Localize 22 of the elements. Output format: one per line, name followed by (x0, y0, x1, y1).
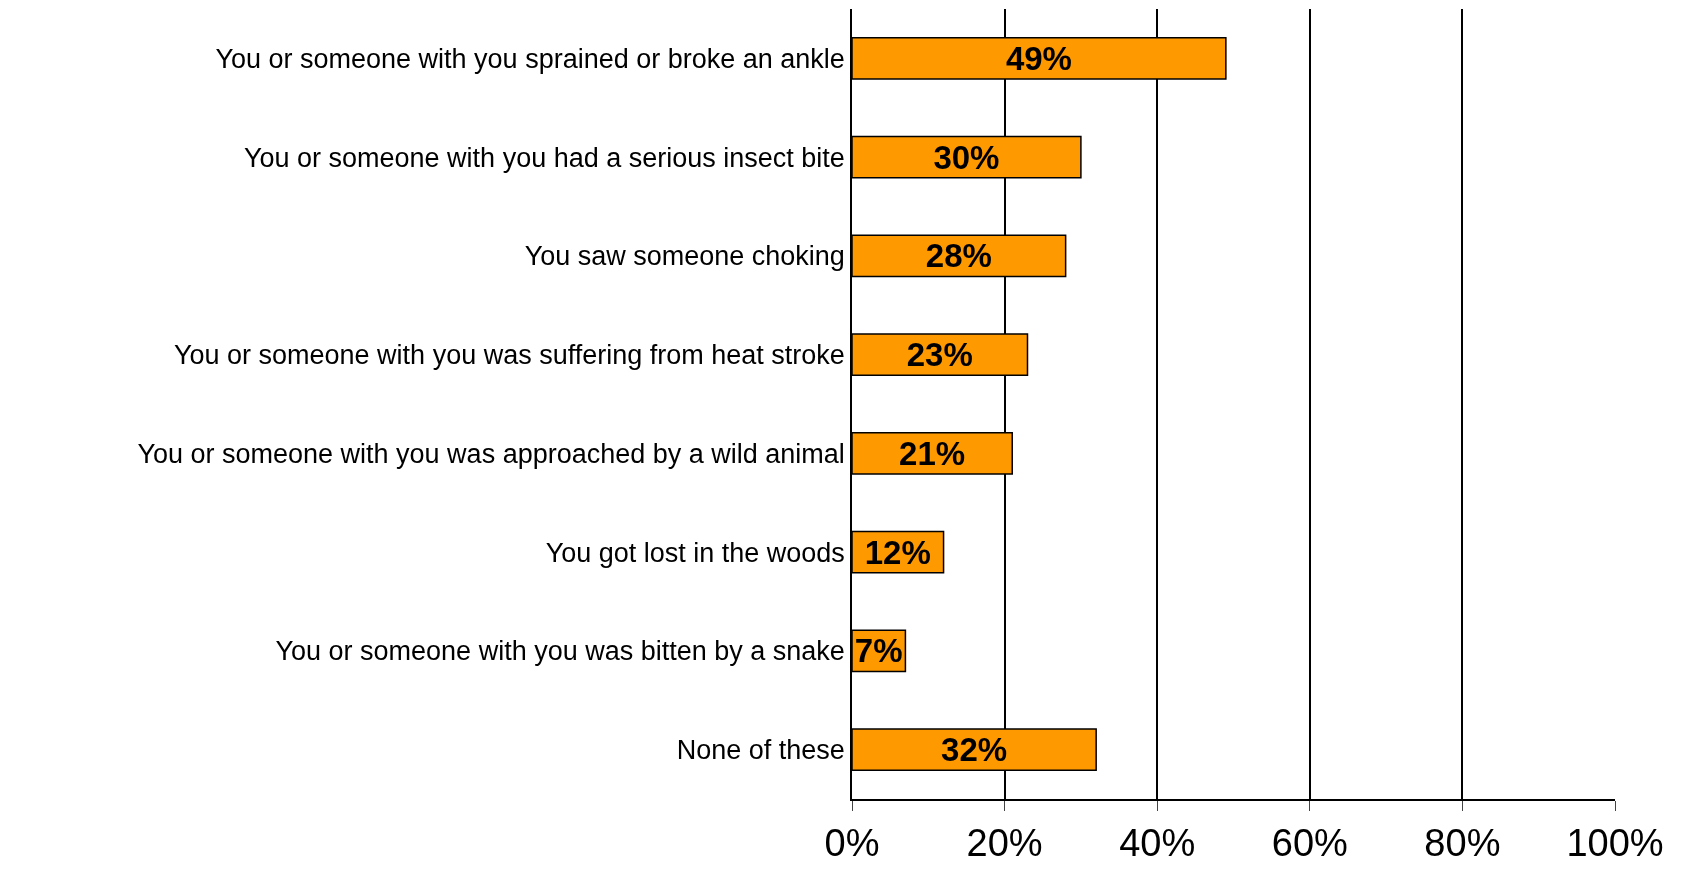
x-tick-label: 0% (824, 822, 880, 865)
y-tick-label: You got lost in the woods (545, 537, 845, 568)
y-tick-label: You or someone with you sprained or broke an ankle (215, 43, 845, 74)
x-tick-label: 60% (1271, 822, 1348, 865)
y-tick-label: You or someone with you was approached by a wild animal (137, 438, 845, 469)
data-label: 28% (925, 237, 992, 275)
data-label: 30% (933, 138, 1000, 176)
data-label: 49% (1005, 39, 1072, 77)
y-tick-label: You or someone with you was suffering from heat stroke (173, 340, 845, 371)
data-label: 23% (906, 336, 973, 374)
y-tick-label: None of these (676, 735, 845, 766)
x-tick-label: 40% (1119, 822, 1196, 865)
data-label: 7% (854, 632, 903, 670)
data-label: 32% (941, 731, 1008, 769)
x-tick-label: 80% (1424, 822, 1501, 865)
y-tick-label: You or someone with you had a serious insect bite (243, 142, 845, 173)
data-label: 12% (864, 533, 931, 571)
data-label: 21% (899, 434, 966, 472)
x-tick-label: 100% (1566, 822, 1664, 865)
x-tick-label: 20% (966, 822, 1043, 865)
y-tick-label: You saw someone choking (524, 241, 845, 272)
y-tick-label: You or someone with you was bitten by a snake (275, 636, 845, 667)
